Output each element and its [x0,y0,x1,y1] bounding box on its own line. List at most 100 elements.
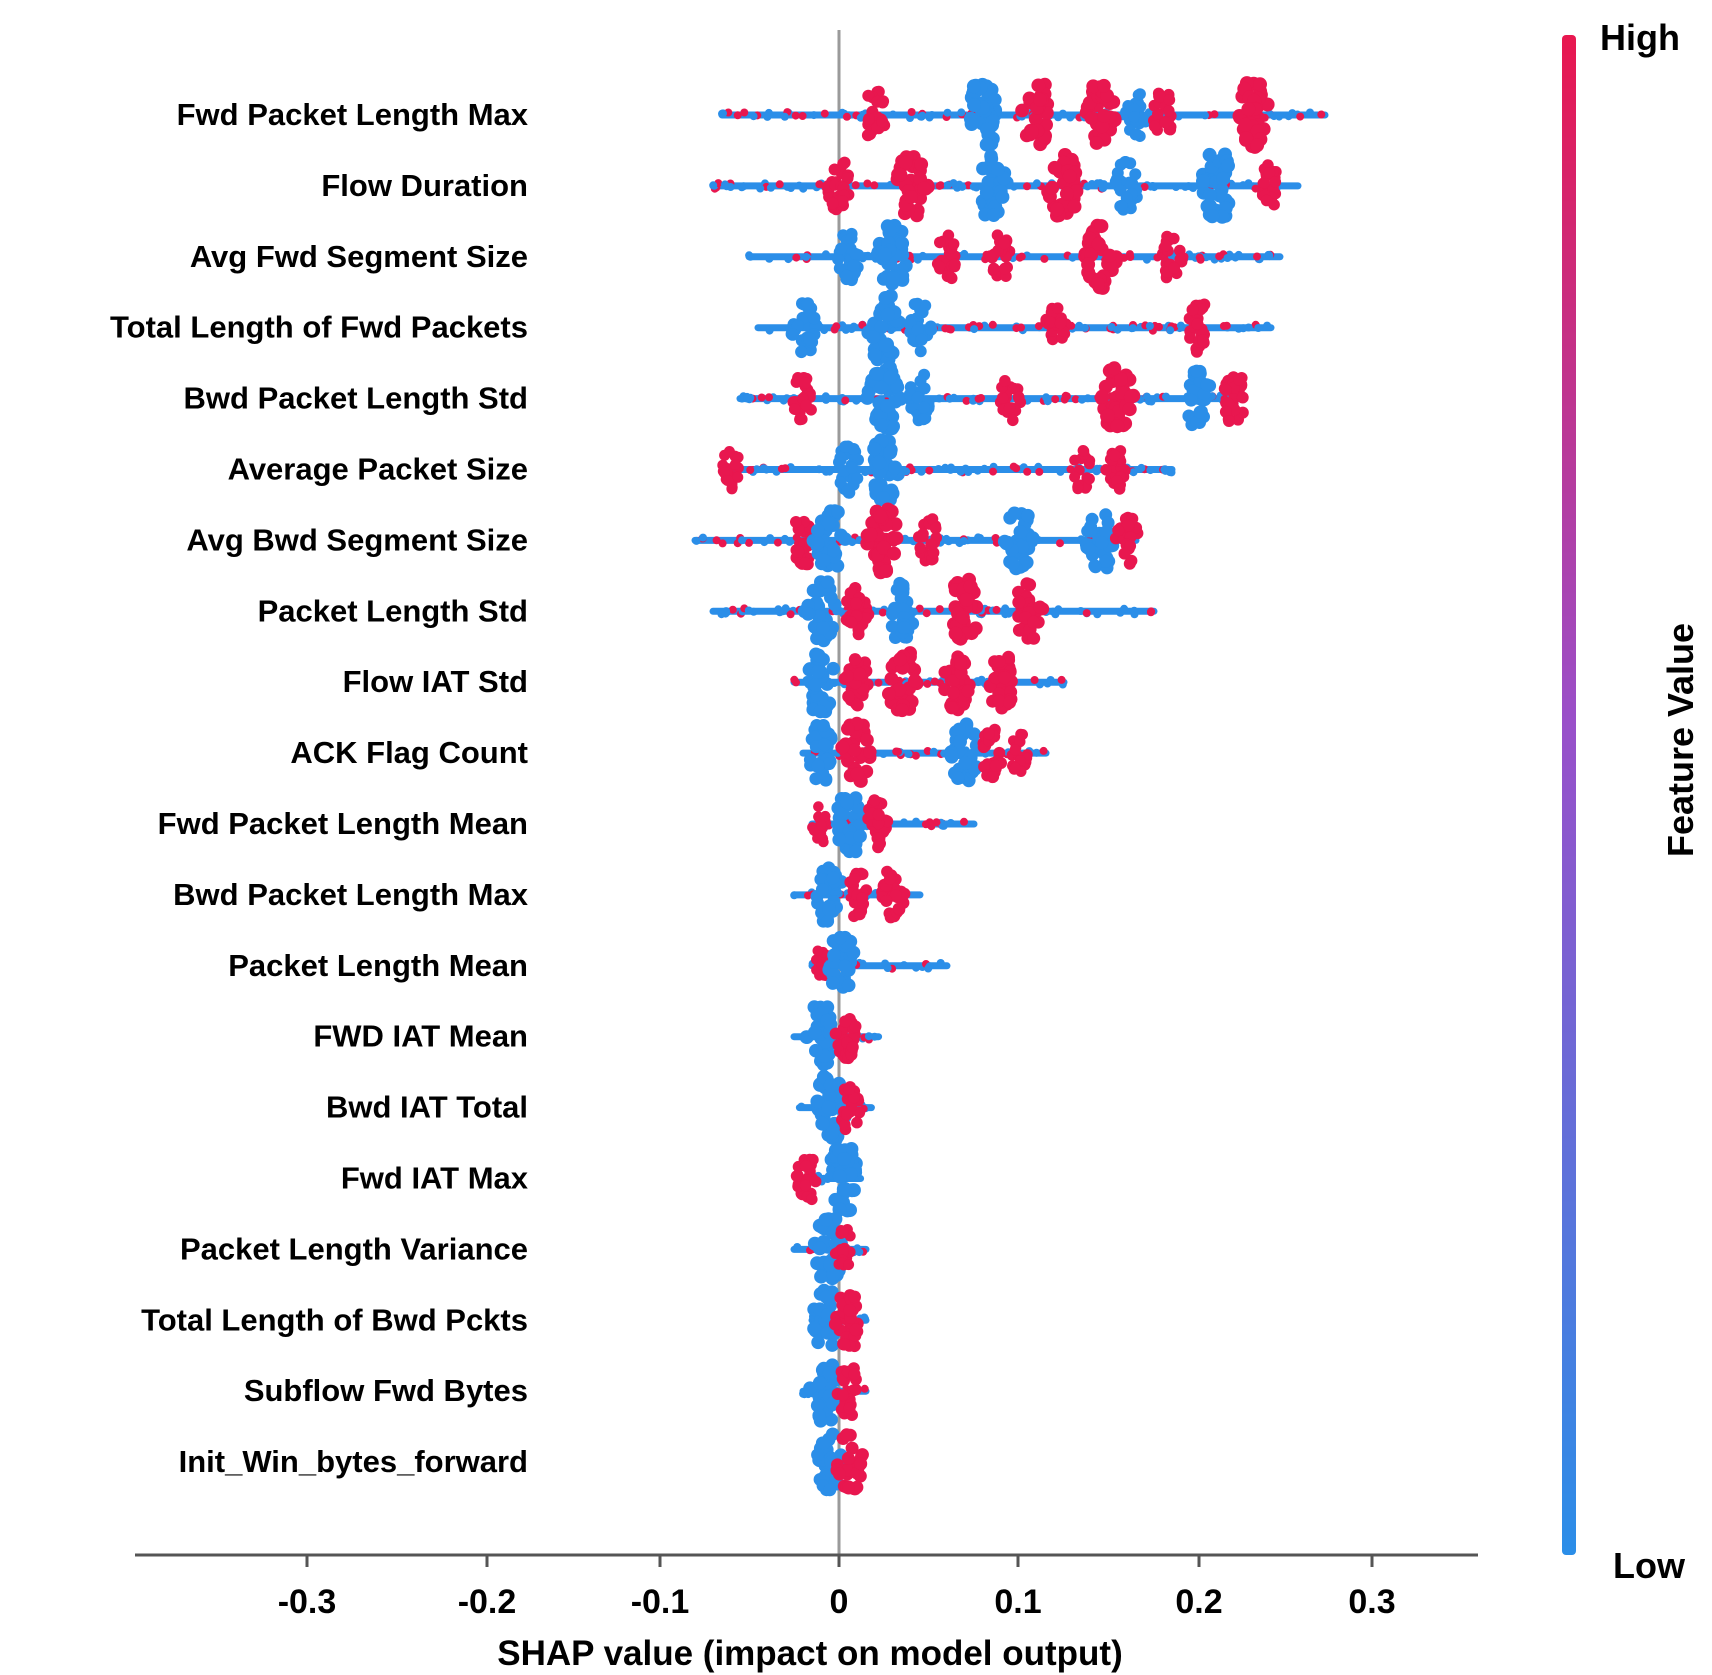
shap-point [850,767,865,781]
shap-point [839,1119,851,1131]
shap-point [851,181,860,190]
shap-point [953,734,967,749]
shap-point [1163,105,1175,117]
shap-point [826,976,840,990]
shap-point [799,557,812,570]
shap-point [816,819,827,831]
shap-point [1077,445,1089,457]
shap-point [949,179,958,188]
shap-point [821,250,830,259]
feature-row: Fwd Packet Length Max [177,76,1329,154]
shap-point [1091,277,1105,292]
shap-point [955,610,970,625]
shap-point [1026,531,1040,545]
shap-point [807,311,821,325]
shap-point [775,180,784,189]
x-axis: -0.3 -0.2 -0.1 0 0.1 0.2 0.3 [135,1553,1478,1621]
shap-point [1025,124,1039,139]
shap-point [849,1323,863,1337]
shap-point [823,1483,837,1497]
shap-point [797,1102,806,1111]
shap-point [1086,79,1101,94]
shap-point [833,1467,846,1481]
shap-point [878,608,887,617]
shap-point [1223,415,1235,427]
shap-point [746,466,755,474]
shap-point [795,181,804,190]
shap-point [860,390,875,405]
shap-point [841,172,854,185]
shap-point [1042,393,1051,402]
shap-point [943,108,952,117]
shap-point [851,1116,863,1129]
shap-point [804,891,812,900]
shap-point [867,348,882,363]
shap-point [781,464,790,473]
shap-point [999,375,1011,387]
shap-point [1102,248,1117,263]
shap-point [889,110,897,119]
shap-point [1062,392,1071,401]
shap-point [1091,236,1106,251]
shap-point [1007,414,1019,427]
shap-point [861,468,870,477]
shap-point [847,743,862,757]
shap-point [819,773,833,787]
x-tick-label: 0.1 [994,1583,1041,1621]
shap-point [818,1212,833,1227]
shap-point [841,1451,855,1465]
shap-point [1045,180,1060,195]
shap-point [765,326,774,335]
shap-point [1197,334,1209,347]
shap-point [915,333,928,346]
shap-point [908,298,921,311]
shap-point [988,262,1000,275]
shap-point [1023,467,1032,476]
shap-point [826,543,841,558]
shap-point [960,249,969,258]
shap-point [880,307,895,322]
shap-point [991,162,1005,177]
shap-point [1202,147,1217,162]
shap-point [1165,468,1174,477]
shap-point [1288,109,1297,118]
shap-point [874,380,889,395]
shap-point [852,818,867,833]
shap-point [1317,110,1326,119]
shap-point [892,902,905,915]
shap-point [925,538,937,551]
shap-point [851,472,864,485]
shap-point [1059,186,1074,201]
shap-point [962,396,971,405]
shap-point [1258,176,1270,189]
shap-point [1241,102,1256,117]
shap-point [988,320,997,329]
shap-point [795,345,808,359]
shap-point [1097,109,1111,123]
shap-point [836,806,850,821]
shap-point [1184,393,1198,407]
shap-point [979,185,994,200]
shap-point [1148,120,1161,133]
shap-point [929,522,942,535]
shap-point [1128,111,1141,123]
shap-point [814,872,828,886]
shap-point [1190,364,1204,378]
shap-point [923,679,932,688]
shap-point [692,536,701,545]
shap-point [883,964,892,972]
shap-point [860,733,874,747]
feature-label: Packet Length Mean [228,948,528,983]
shap-point [874,678,883,687]
shap-point [815,180,824,189]
shap-point [980,464,989,473]
shap-point [868,794,881,807]
shap-point [807,1321,821,1336]
shap-point [848,873,861,885]
shap-point [729,459,741,470]
shap-point [980,122,994,137]
shap-point [1223,254,1232,262]
feature-row: Flow IAT Std [343,646,1068,719]
shap-point [832,832,846,847]
